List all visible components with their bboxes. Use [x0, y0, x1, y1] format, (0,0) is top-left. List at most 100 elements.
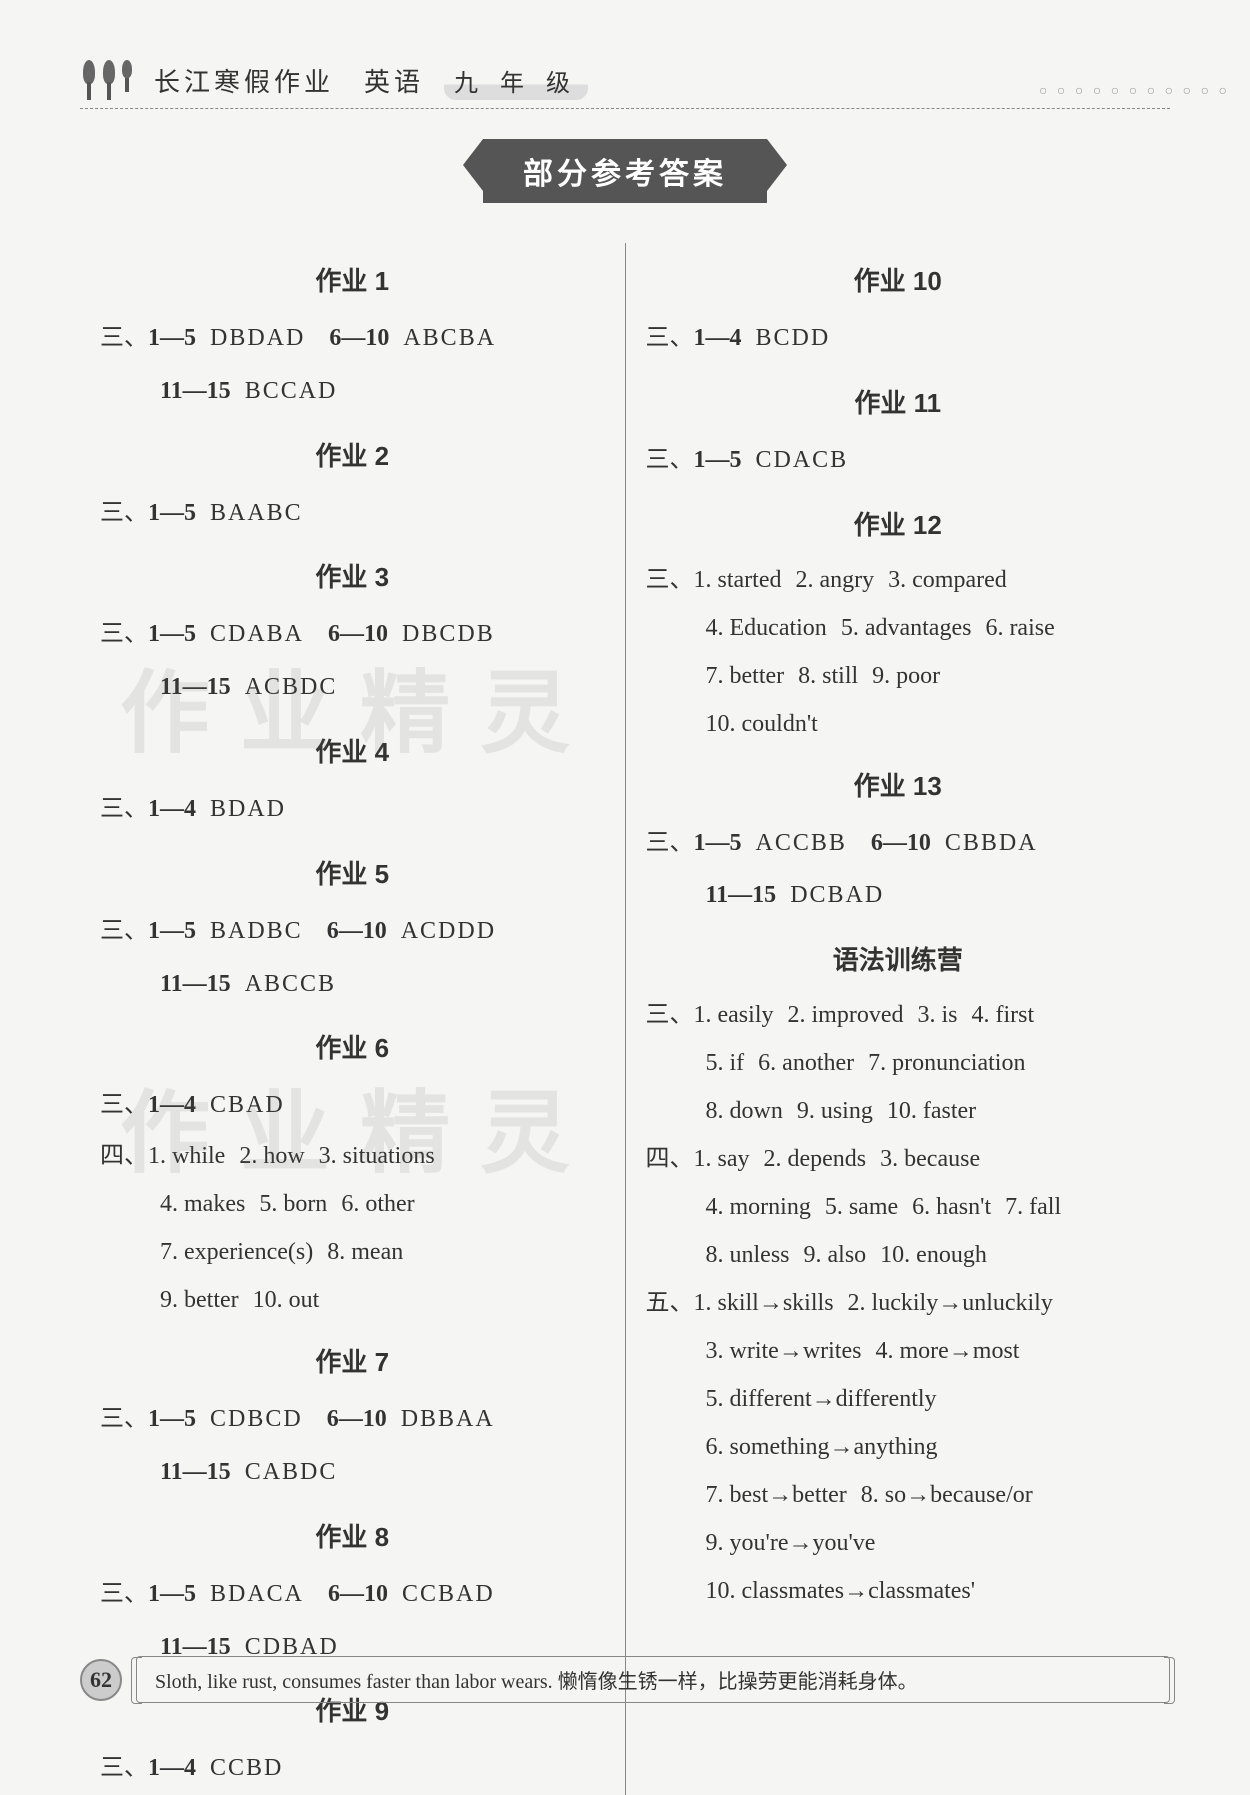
- range: 11—15: [160, 971, 231, 997]
- section-label: 三、: [100, 918, 148, 944]
- answers: ABCBA: [403, 325, 496, 351]
- range: 11—15: [160, 378, 231, 404]
- fill-row: 3. write→writes4. more→most: [706, 1327, 1151, 1375]
- trees-icon: [80, 60, 134, 100]
- fill-row: 10. couldn't: [706, 700, 1151, 748]
- answer-row: 三、1—4CCBD: [100, 1742, 605, 1795]
- fill-row: 三、1. started2. angry3. compared: [646, 556, 1151, 604]
- range: 1—4: [148, 1755, 196, 1781]
- answers: ACCBB: [756, 830, 847, 856]
- range: 6—10: [329, 325, 389, 351]
- answer-row: 三、1—4CBAD: [100, 1079, 605, 1132]
- fill-item: 2. improved: [787, 1002, 903, 1028]
- range: 1—5: [694, 830, 742, 856]
- answer-row: 11—15ACBDC: [160, 661, 605, 714]
- footer-quote: Sloth, like rust, consumes faster than l…: [136, 1656, 1170, 1703]
- fill-row: 四、1. say2. depends3. because: [646, 1135, 1151, 1183]
- tree-icon: [80, 60, 98, 100]
- fill-item: 2. depends: [764, 1146, 867, 1172]
- answer-row: 三、1—5BAABC: [100, 487, 605, 540]
- hw-title: 作业 12: [646, 505, 1151, 542]
- range: 1—4: [694, 325, 742, 351]
- answer-row: 三、1—4BDAD: [100, 783, 605, 836]
- banner-title: 部分参考答案: [483, 139, 767, 203]
- answers: CCBAD: [402, 1581, 495, 1607]
- answer-row: 11—15ABCCB: [160, 958, 605, 1011]
- range: 6—10: [871, 830, 931, 856]
- fill-item: 7. fall: [1005, 1194, 1061, 1220]
- range: 11—15: [160, 1459, 231, 1485]
- answer-row: 11—15CABDC: [160, 1446, 605, 1499]
- answers: CDACB: [756, 447, 849, 473]
- fill-item: 6. something→anything: [706, 1434, 938, 1460]
- fill-item: 9. also: [804, 1242, 867, 1268]
- hw-title: 作业 5: [100, 854, 605, 891]
- range: 6—10: [327, 918, 387, 944]
- fill-item: 9. you're→you've: [706, 1530, 876, 1556]
- answer-row: 三、1—5ACCBB 6—10CBBDA: [646, 817, 1151, 870]
- fill-item: 5. born: [259, 1191, 327, 1217]
- section-label: 三、: [100, 621, 148, 647]
- section-label: 四、: [100, 1143, 148, 1169]
- fill-item: 6. hasn't: [912, 1194, 991, 1220]
- fill-row: 五、1. skill→skills2. luckily→unluckily: [646, 1279, 1151, 1327]
- fill-item: 1. easily: [694, 1002, 774, 1028]
- section-label: 三、: [100, 1755, 148, 1781]
- page-number: 62: [80, 1659, 122, 1701]
- answers: ACDDD: [401, 918, 496, 944]
- fill-item: 6. another: [758, 1050, 854, 1076]
- section-label: 三、: [646, 830, 694, 856]
- fill-row: 四、1. while2. how3. situations: [100, 1132, 605, 1180]
- fill-item: 8. down: [706, 1098, 783, 1124]
- hw-title: 作业 4: [100, 732, 605, 769]
- answers: BCCAD: [245, 378, 338, 404]
- fill-item: 3. situations: [319, 1143, 435, 1169]
- answers: DBCDB: [402, 621, 495, 647]
- fill-item: 8. so→because/or: [861, 1482, 1033, 1508]
- answer-row: 三、1—5CDBCD 6—10DBBAA: [100, 1393, 605, 1446]
- section-label: 三、: [100, 796, 148, 822]
- fill-item: 8. still: [798, 663, 858, 689]
- answer-row: 三、1—4BCDD: [646, 312, 1151, 365]
- section-label: 三、: [646, 447, 694, 473]
- fill-row: 8. down9. using10. faster: [706, 1087, 1151, 1135]
- hw-title: 作业 7: [100, 1342, 605, 1379]
- fill-item: 10. enough: [880, 1242, 987, 1268]
- range: 6—10: [327, 1406, 387, 1432]
- hw-title: 作业 6: [100, 1028, 605, 1065]
- section-label: 三、: [100, 325, 148, 351]
- fill-item: 9. better: [160, 1287, 239, 1313]
- range: 1—5: [148, 1581, 196, 1607]
- fill-item: 6. raise: [985, 615, 1054, 641]
- left-column: 作业 1 三、1—5DBDAD 6—10ABCBA 11—15BCCAD 作业 …: [80, 243, 626, 1795]
- answers: CBAD: [210, 1092, 285, 1118]
- answers: BDAD: [210, 796, 286, 822]
- content-columns: 作业 1 三、1—5DBDAD 6—10ABCBA 11—15BCCAD 作业 …: [80, 243, 1170, 1795]
- fill-item: 5. different→differently: [706, 1386, 937, 1412]
- answers: DCBAD: [790, 882, 884, 908]
- fill-item: 5. advantages: [841, 615, 972, 641]
- range: 1—5: [694, 447, 742, 473]
- answers: DBDAD: [210, 325, 305, 351]
- fill-row: 7. best→better8. so→because/or: [706, 1471, 1151, 1519]
- section-label: 三、: [100, 500, 148, 526]
- fill-item: 1. skill→skills: [694, 1290, 834, 1316]
- answer-banner: 部分参考答案: [80, 139, 1170, 203]
- range: 1—4: [148, 1092, 196, 1118]
- answers: CDABA: [210, 621, 304, 647]
- fill-item: 10. faster: [887, 1098, 976, 1124]
- section-label: 三、: [646, 325, 694, 351]
- answers: BADBC: [210, 918, 303, 944]
- answers: ACBDC: [245, 674, 338, 700]
- section-label: 五、: [646, 1290, 694, 1316]
- hw-title: 语法训练营: [646, 940, 1151, 977]
- hw-title: 作业 8: [100, 1517, 605, 1554]
- grade-label: 九 年 级: [444, 61, 588, 100]
- fill-item: 7. better: [706, 663, 785, 689]
- fill-item: 4. Education: [706, 615, 827, 641]
- answer-row: 三、1—5BADBC 6—10ACDDD: [100, 905, 605, 958]
- hw-title: 作业 11: [646, 383, 1151, 420]
- answers: CDBCD: [210, 1406, 303, 1432]
- hw-title: 作业 10: [646, 261, 1151, 298]
- range: 1—5: [148, 500, 196, 526]
